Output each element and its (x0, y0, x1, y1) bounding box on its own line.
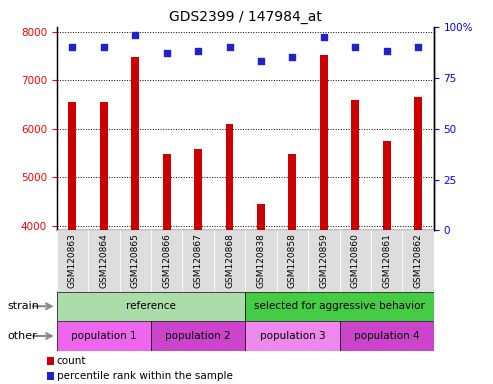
Bar (402, 230, 434, 292)
Bar (277, 230, 308, 292)
Bar (371, 230, 402, 292)
Bar (288, 154, 296, 230)
Text: percentile rank within the sample: percentile rank within the sample (57, 371, 233, 381)
Text: GSM120864: GSM120864 (99, 233, 108, 288)
Bar (308, 230, 340, 292)
Bar (57, 321, 151, 351)
Text: population 1: population 1 (71, 331, 137, 341)
Point (383, 48, 390, 55)
Bar (131, 57, 139, 230)
Text: GSM120865: GSM120865 (131, 233, 140, 288)
Bar (194, 149, 202, 230)
Text: selected for aggressive behavior: selected for aggressive behavior (254, 301, 425, 311)
Point (131, 32, 139, 38)
Bar (245, 292, 434, 321)
Point (194, 48, 202, 55)
Bar (57, 292, 245, 321)
Bar (163, 154, 171, 230)
Text: population 2: population 2 (165, 331, 231, 341)
Bar (151, 230, 182, 292)
Point (163, 50, 171, 56)
Text: GSM120866: GSM120866 (162, 233, 171, 288)
Point (414, 44, 422, 50)
Bar (383, 141, 390, 230)
Point (226, 44, 234, 50)
Text: population 3: population 3 (260, 331, 325, 341)
Text: GSM120860: GSM120860 (351, 233, 360, 288)
Bar (245, 321, 340, 351)
Bar (352, 99, 359, 230)
Bar (340, 321, 434, 351)
Bar (414, 97, 422, 230)
Bar (100, 101, 108, 230)
Bar (214, 230, 246, 292)
Text: population 4: population 4 (354, 331, 420, 341)
Bar (88, 230, 119, 292)
Text: other: other (7, 331, 37, 341)
Text: GSM120862: GSM120862 (414, 233, 423, 288)
Bar (57, 230, 88, 292)
Text: count: count (57, 356, 86, 366)
Text: GSM120861: GSM120861 (382, 233, 391, 288)
Text: GSM120868: GSM120868 (225, 233, 234, 288)
Bar (151, 321, 245, 351)
Point (257, 58, 265, 65)
Bar (119, 230, 151, 292)
Bar (257, 204, 265, 230)
Point (352, 44, 359, 50)
Text: GSM120838: GSM120838 (256, 233, 266, 288)
Text: GSM120863: GSM120863 (68, 233, 77, 288)
Text: GSM120859: GSM120859 (319, 233, 328, 288)
Point (69, 44, 76, 50)
Bar (320, 55, 328, 230)
Point (100, 44, 108, 50)
Text: strain: strain (7, 301, 39, 311)
Text: GSM120867: GSM120867 (194, 233, 203, 288)
Point (288, 55, 296, 61)
Bar (340, 230, 371, 292)
Bar (69, 102, 76, 230)
Bar (245, 230, 277, 292)
Bar (182, 230, 214, 292)
Text: GSM120858: GSM120858 (288, 233, 297, 288)
Bar (226, 124, 234, 230)
Text: reference: reference (126, 301, 176, 311)
Point (320, 34, 328, 40)
Title: GDS2399 / 147984_at: GDS2399 / 147984_at (169, 10, 322, 25)
